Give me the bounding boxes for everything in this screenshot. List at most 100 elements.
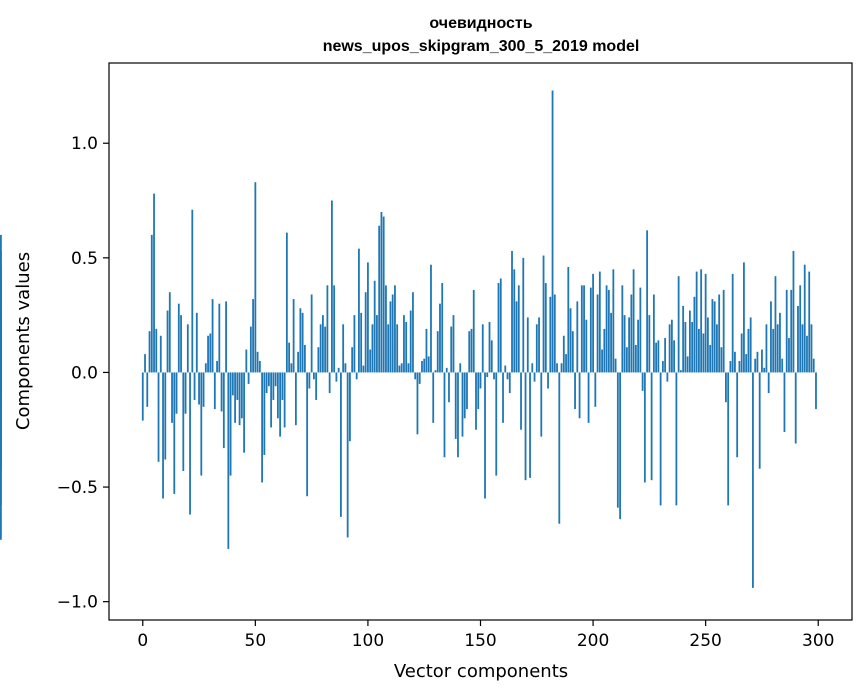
bar [695, 271, 698, 373]
bar [675, 372, 678, 506]
bar [382, 216, 385, 373]
bar [632, 269, 635, 373]
bar [430, 264, 432, 373]
bar [499, 278, 502, 373]
bar [439, 303, 441, 373]
bar [276, 372, 279, 419]
bar [621, 285, 624, 373]
bar [614, 358, 617, 373]
bar [148, 331, 151, 373]
bar [812, 358, 815, 373]
bar [238, 372, 241, 426]
bar [349, 372, 351, 442]
bar [625, 347, 628, 373]
bar [774, 276, 777, 373]
bar [319, 324, 322, 373]
bar [684, 322, 687, 373]
bar [225, 301, 227, 373]
bar [758, 372, 761, 469]
bar [619, 372, 621, 520]
bar [601, 349, 603, 373]
bar [312, 372, 315, 380]
x-tick-label: 300 [802, 631, 834, 651]
bar [466, 372, 468, 410]
bar [504, 365, 507, 373]
x-tick-label: 250 [689, 631, 721, 651]
bar [274, 372, 277, 387]
bar [391, 294, 394, 373]
bar [164, 372, 167, 460]
bar [351, 347, 354, 373]
bar [763, 367, 766, 373]
bar [236, 372, 239, 400]
bar [297, 351, 300, 373]
bar [457, 372, 459, 458]
bar [558, 372, 561, 524]
bar [515, 301, 518, 373]
bar [448, 372, 450, 403]
bar [400, 363, 403, 373]
bar [659, 372, 662, 506]
bar [785, 289, 788, 373]
y-tick-label: 1.0 [71, 134, 98, 154]
bar [252, 299, 254, 373]
bar [166, 310, 169, 373]
bar [389, 301, 392, 373]
bar [670, 319, 673, 373]
bar [553, 294, 556, 373]
chart-title: очевидность [429, 15, 532, 32]
bar [587, 372, 590, 423]
bar [743, 262, 745, 373]
bar [436, 331, 439, 373]
bar [641, 372, 644, 391]
bar [355, 372, 358, 380]
bar [340, 372, 342, 517]
bar [198, 372, 200, 405]
bar [765, 324, 768, 373]
bar [729, 360, 732, 373]
bar [337, 367, 340, 373]
x-axis-label: Vector components [394, 661, 568, 682]
x-tick-label: 100 [352, 631, 384, 651]
bar [497, 283, 500, 373]
bar [490, 340, 493, 373]
bar [475, 372, 477, 430]
bar [664, 338, 667, 373]
bar [707, 317, 709, 373]
bar [623, 315, 626, 373]
bar [666, 372, 669, 382]
bar [222, 372, 225, 449]
bar [747, 328, 750, 373]
bar [700, 269, 703, 373]
bar [668, 324, 671, 373]
bar [508, 372, 511, 394]
bar [0, 372, 2, 467]
bar [551, 90, 554, 373]
bar [598, 271, 601, 373]
bar [630, 294, 633, 373]
bar [321, 315, 324, 373]
bar [736, 372, 739, 458]
bar [688, 310, 691, 373]
bar [576, 301, 579, 373]
bar [243, 372, 245, 453]
bar [396, 324, 399, 373]
bar [263, 372, 266, 455]
bar [594, 372, 597, 407]
bar [578, 372, 581, 419]
bar [794, 372, 797, 444]
bar [727, 372, 730, 506]
bar [231, 372, 234, 396]
bar [718, 294, 721, 373]
bar [806, 335, 808, 373]
bar [432, 372, 435, 423]
bar [740, 333, 743, 373]
bar [279, 372, 282, 437]
x-tick-label: 200 [577, 631, 609, 651]
bar [175, 372, 178, 414]
bar [677, 276, 680, 373]
bar [713, 301, 716, 373]
bar [767, 372, 770, 394]
bar [173, 372, 176, 494]
bar [454, 372, 457, 439]
